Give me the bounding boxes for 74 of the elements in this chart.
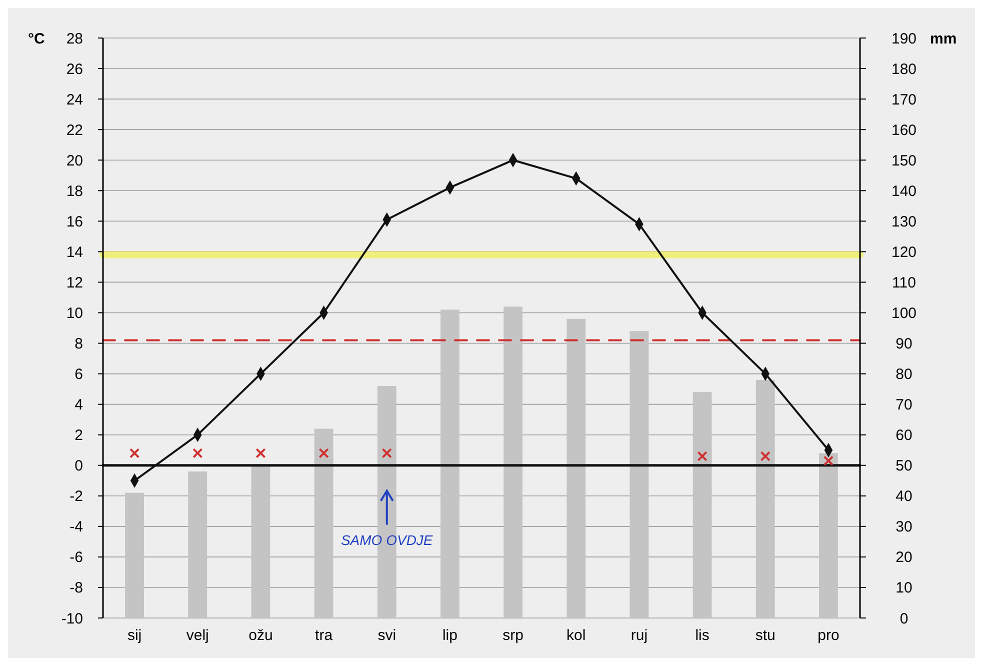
y-tick-label: 20 xyxy=(66,152,83,170)
x-tick-label: srp xyxy=(502,627,524,644)
y-tick-label: -2 xyxy=(70,488,83,506)
bar xyxy=(756,380,775,618)
x-tick-label: tra xyxy=(315,627,334,644)
y-tick-label: 14 xyxy=(66,244,83,261)
point xyxy=(823,456,834,466)
point xyxy=(129,448,140,458)
bar xyxy=(440,310,460,618)
y-tick-label: 10 xyxy=(66,304,83,322)
x-tick-label: pro xyxy=(818,627,840,644)
bar xyxy=(692,392,712,618)
y-tick-label: 6 xyxy=(74,366,83,384)
y-tick-label: 24 xyxy=(66,91,83,108)
y2-tick-label: 170 xyxy=(891,91,917,108)
y-tick-label: 12 xyxy=(66,274,83,292)
y2-tick-label: 50 xyxy=(896,458,912,475)
y-tick-label: 4 xyxy=(74,396,83,414)
x-tick-label: lis xyxy=(695,627,710,644)
y2-tick-label: 160 xyxy=(891,122,917,139)
y2-tick-label: 110 xyxy=(892,274,916,292)
y-tick-label: -4 xyxy=(70,518,83,536)
bar xyxy=(125,492,144,618)
bar xyxy=(504,306,523,618)
y2-tick-label: 30 xyxy=(896,518,912,536)
bar xyxy=(188,471,208,618)
y-tick-label: 18 xyxy=(66,182,83,200)
bar xyxy=(630,331,649,618)
x-tick-label: sij xyxy=(127,627,142,644)
point xyxy=(697,451,708,462)
y-tick-label: -8 xyxy=(70,580,83,597)
y2-tick-label: 120 xyxy=(891,244,917,261)
y2-tick-label: 180 xyxy=(891,60,917,78)
y-tick-label: 16 xyxy=(66,213,83,230)
x-tick-label: kol xyxy=(566,627,586,644)
y-axis-title: °C xyxy=(28,30,45,48)
x-tick-label: svi xyxy=(378,627,396,644)
y2-tick-label: 150 xyxy=(891,152,917,170)
y2-tick-label: 20 xyxy=(896,549,912,566)
point xyxy=(318,448,329,458)
y2-tick-label: 70 xyxy=(896,396,912,414)
point xyxy=(192,448,203,458)
y2-tick-label: 40 xyxy=(896,488,912,506)
y2-tick-label: 60 xyxy=(896,427,912,444)
y-tick-label: 28 xyxy=(66,30,83,48)
y2-tick-label: 190 xyxy=(891,30,917,48)
y-tick-label: -10 xyxy=(61,610,83,628)
point xyxy=(760,451,770,462)
y2-tick-label: 90 xyxy=(896,336,912,353)
bar xyxy=(251,465,270,618)
point xyxy=(256,448,266,458)
y2-tick-label: 100 xyxy=(891,304,917,322)
y-tick-label: 0 xyxy=(74,458,83,475)
y-tick-label: 2 xyxy=(74,427,83,444)
bar xyxy=(818,453,838,618)
y2-tick-label: 10 xyxy=(896,580,912,597)
y-tick-label: -6 xyxy=(70,549,83,566)
y2-tick-label: 80 xyxy=(896,366,912,384)
x-tick-label: ruj xyxy=(630,627,648,644)
y-tick-label: 22 xyxy=(66,122,83,139)
x-tick-label: lip xyxy=(442,627,458,644)
y-tick-label: 8 xyxy=(74,336,83,353)
y-tick-label: 26 xyxy=(66,60,83,78)
x-tick-label: ožu xyxy=(248,627,273,644)
y2-tick-label: 0 xyxy=(900,610,908,628)
bar xyxy=(566,318,586,618)
y2-tick-label: 130 xyxy=(891,213,917,230)
x-tick-label: velj xyxy=(186,627,209,644)
y2-tick-label: 140 xyxy=(891,182,917,200)
point xyxy=(382,448,392,458)
y2-axis-title: mm xyxy=(930,30,957,48)
annotation: SAMO OVDJE xyxy=(340,532,434,548)
x-tick-label: stu xyxy=(755,627,776,644)
bar xyxy=(314,428,334,618)
